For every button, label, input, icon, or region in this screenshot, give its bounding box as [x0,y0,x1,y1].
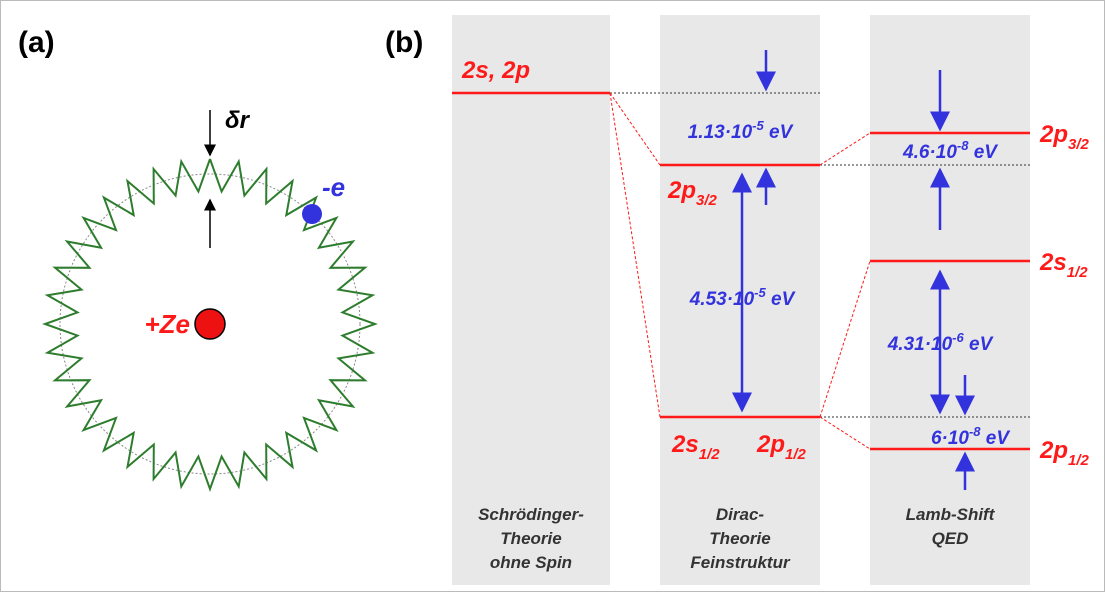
state-main: 2s [671,431,699,458]
state-main: 2p [756,431,785,458]
energy-exp: -5 [752,118,764,133]
panel-label: (a) [18,26,55,59]
state-sub: 1/2 [699,446,721,463]
energy-exp: -8 [957,138,969,153]
column-caption: ohne Spin [490,553,572,572]
panel-label: (b) [385,26,423,59]
state-sub: 3/2 [696,192,718,209]
energy-base: 4.53·10 [689,289,755,310]
energy-label: 4.6·10-8 eV [902,138,998,163]
state-sub: 1/2 [785,446,807,463]
level-label: 2s, 2p [461,57,530,84]
column-caption: Schrödinger- [478,505,584,524]
energy-unit: eV [968,142,998,163]
column-caption: Theorie [500,529,561,548]
state-sub: 3/2 [1068,136,1090,153]
electron-label: -e [322,172,345,202]
state-label: 2s1/2 [1039,249,1088,281]
state-main: 2p [1039,437,1068,464]
electron [302,204,322,224]
energy-unit: eV [764,122,794,143]
state-main: 2s [1039,249,1067,276]
energy-unit: eV [964,334,994,355]
column-caption: Lamb-Shift [906,505,996,524]
diagram: (a) δr -e +Ze (b) 2s, 2p 2p3/22s1/22p1/2… [0,0,1105,592]
energy-base: 4.31·10 [887,334,953,355]
energy-exp: -8 [969,424,981,439]
state-main: 2p [667,177,696,204]
delta-r: δr [225,107,251,134]
column [870,15,1030,585]
state-main: 2p [1039,121,1068,148]
energy-base: 1.13·10 [688,122,753,143]
state-label: 2p1/2 [1039,437,1090,469]
nucleus-label: +Ze [144,309,190,339]
state-sub: 1/2 [1067,264,1089,281]
energy-unit: eV [981,428,1011,449]
column-caption: Theorie [709,529,770,548]
nucleus [195,309,225,339]
energy-base: 4.6·10 [902,142,957,163]
energy-label: 4.53·10-5 eV [689,285,796,310]
energy-unit: eV [766,289,796,310]
energy-exp: -5 [754,285,766,300]
energy-label: 1.13·10-5 eV [688,118,794,143]
column-caption: Dirac- [716,505,765,524]
column-caption: Feinstruktur [690,553,791,572]
column [452,15,610,585]
state-label: 2p3/2 [1039,121,1090,153]
energy-label: 4.31·10-6 eV [887,330,994,355]
energy-base: 6·10 [931,428,969,449]
state-sub: 1/2 [1068,452,1090,469]
energy-exp: -6 [952,330,964,345]
column-caption: QED [932,529,969,548]
